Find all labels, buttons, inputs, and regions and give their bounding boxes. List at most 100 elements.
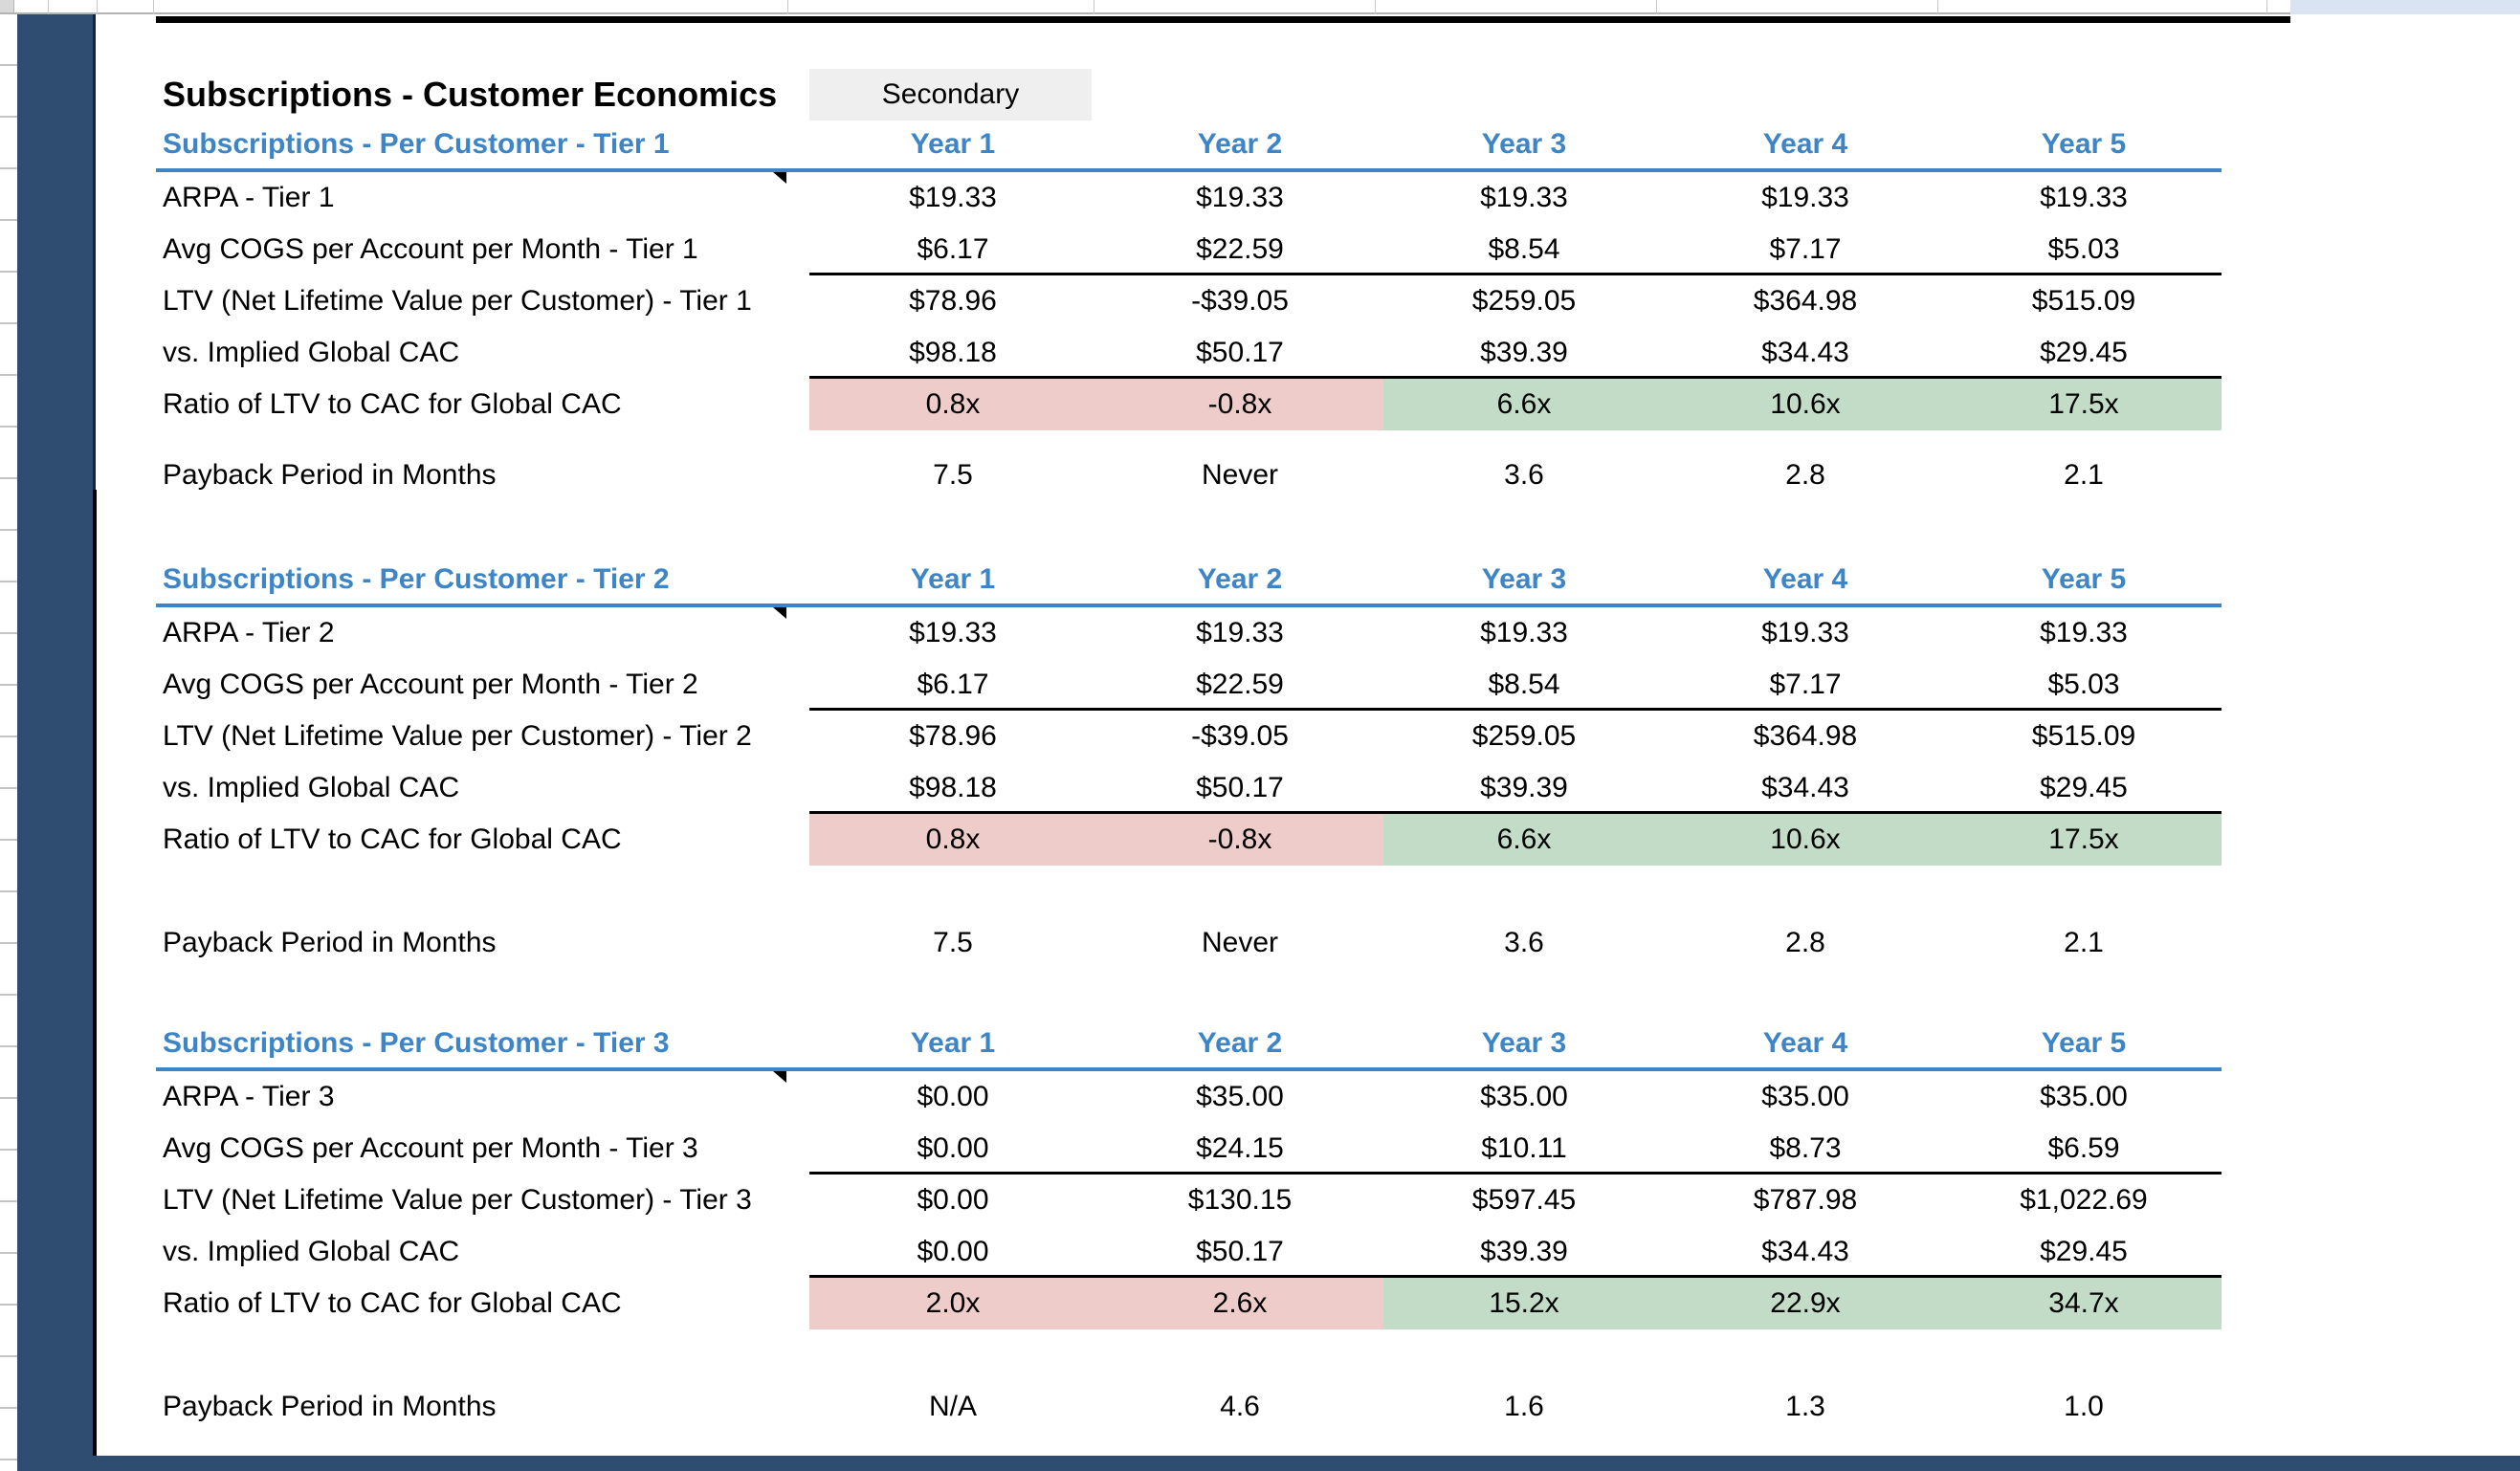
value-cell[interactable]: $22.59 bbox=[1096, 224, 1383, 275]
ratio-cell[interactable]: 17.5x bbox=[1946, 379, 2222, 430]
value-cell[interactable]: $7.17 bbox=[1665, 659, 1946, 711]
value-cell[interactable]: 1.0 bbox=[2064, 1391, 2104, 1422]
ratio-cell[interactable]: 15.2x bbox=[1383, 1278, 1665, 1329]
row-label[interactable]: LTV (Net Lifetime Value per Customer) - … bbox=[163, 1184, 752, 1216]
value-cell[interactable]: $22.59 bbox=[1096, 659, 1383, 711]
row-label[interactable]: Payback Period in Months bbox=[163, 927, 497, 958]
value-cell[interactable]: $8.73 bbox=[1665, 1123, 1946, 1175]
value-cell[interactable]: $29.45 bbox=[1946, 1226, 2222, 1278]
row-label[interactable]: ARPA - Tier 2 bbox=[163, 617, 335, 648]
year-header[interactable]: Year 2 bbox=[1197, 563, 1283, 595]
value-cell[interactable]: $19.33 bbox=[1761, 182, 1849, 213]
selected-column-header-cell[interactable] bbox=[2290, 0, 2520, 14]
value-cell[interactable]: $8.54 bbox=[1383, 224, 1665, 275]
value-cell[interactable]: $35.00 bbox=[1761, 1081, 1849, 1112]
value-cell[interactable]: $259.05 bbox=[1471, 285, 1577, 317]
year-header[interactable]: Year 5 bbox=[2041, 1027, 2127, 1059]
row-label[interactable]: Ratio of LTV to CAC for Global CAC bbox=[163, 388, 622, 420]
row-label[interactable]: Avg COGS per Account per Month - Tier 3 bbox=[163, 1132, 698, 1164]
ratio-cell[interactable]: 0.8x bbox=[809, 814, 1096, 866]
value-cell[interactable]: $8.54 bbox=[1383, 659, 1665, 711]
row-label[interactable]: Payback Period in Months bbox=[163, 459, 497, 491]
year-header[interactable]: Year 2 bbox=[1197, 128, 1283, 160]
value-cell[interactable]: 4.6 bbox=[1220, 1391, 1260, 1422]
value-cell[interactable]: $19.33 bbox=[2040, 617, 2128, 648]
value-cell[interactable]: 2.1 bbox=[2064, 459, 2104, 491]
ratio-cell[interactable]: 0.8x bbox=[809, 379, 1096, 430]
value-cell[interactable]: $50.17 bbox=[1096, 1226, 1383, 1278]
year-header[interactable]: Year 2 bbox=[1197, 1027, 1283, 1059]
row-label[interactable]: Payback Period in Months bbox=[163, 1391, 497, 1422]
row-label[interactable]: vs. Implied Global CAC bbox=[163, 337, 460, 368]
ratio-cell[interactable]: 2.0x bbox=[809, 1278, 1096, 1329]
value-cell[interactable]: $259.05 bbox=[1471, 720, 1577, 752]
value-cell[interactable]: $0.00 bbox=[809, 1226, 1096, 1278]
ratio-cell[interactable]: 6.6x bbox=[1383, 379, 1665, 430]
ratio-cell[interactable]: 22.9x bbox=[1665, 1278, 1946, 1329]
row-label[interactable]: Avg COGS per Account per Month - Tier 1 bbox=[163, 233, 698, 265]
year-header[interactable]: Year 4 bbox=[1762, 563, 1848, 595]
value-cell[interactable]: 3.6 bbox=[1504, 927, 1544, 958]
value-cell[interactable]: $98.18 bbox=[809, 327, 1096, 379]
value-cell[interactable]: $19.33 bbox=[1480, 617, 1568, 648]
row-label[interactable]: Ratio of LTV to CAC for Global CAC bbox=[163, 823, 622, 855]
value-cell[interactable]: $10.11 bbox=[1383, 1123, 1665, 1175]
value-cell[interactable]: $7.17 bbox=[1665, 224, 1946, 275]
ratio-cell[interactable]: 10.6x bbox=[1665, 814, 1946, 866]
row-label[interactable]: Ratio of LTV to CAC for Global CAC bbox=[163, 1287, 622, 1319]
year-header[interactable]: Year 3 bbox=[1481, 1027, 1567, 1059]
year-header[interactable]: Year 5 bbox=[2041, 563, 2127, 595]
year-header[interactable]: Year 4 bbox=[1762, 1027, 1848, 1059]
value-cell[interactable]: $24.15 bbox=[1096, 1123, 1383, 1175]
year-header[interactable]: Year 1 bbox=[910, 563, 996, 595]
value-cell[interactable]: $515.09 bbox=[2031, 285, 2136, 317]
row-label[interactable]: ARPA - Tier 3 bbox=[163, 1081, 335, 1112]
year-header[interactable]: Year 5 bbox=[2041, 128, 2127, 160]
row-label[interactable]: vs. Implied Global CAC bbox=[163, 772, 460, 803]
secondary-chip[interactable]: Secondary bbox=[809, 69, 1092, 121]
value-cell[interactable]: $130.15 bbox=[1187, 1184, 1293, 1216]
value-cell[interactable]: 2.8 bbox=[1785, 459, 1825, 491]
ratio-cell[interactable]: 34.7x bbox=[1946, 1278, 2222, 1329]
ratio-cell[interactable]: 17.5x bbox=[1946, 814, 2222, 866]
ratio-cell[interactable]: 6.6x bbox=[1383, 814, 1665, 866]
value-cell[interactable]: $19.33 bbox=[1480, 182, 1568, 213]
value-cell[interactable]: N/A bbox=[928, 1391, 977, 1422]
value-cell[interactable]: $6.17 bbox=[809, 224, 1096, 275]
value-cell[interactable]: $78.96 bbox=[909, 285, 997, 317]
value-cell[interactable]: $6.17 bbox=[809, 659, 1096, 711]
section-title[interactable]: Subscriptions - Per Customer - Tier 1 bbox=[163, 128, 670, 160]
value-cell[interactable]: $19.33 bbox=[1196, 617, 1284, 648]
value-cell[interactable]: $5.03 bbox=[1946, 224, 2222, 275]
value-cell[interactable]: $5.03 bbox=[1946, 659, 2222, 711]
row-label[interactable]: LTV (Net Lifetime Value per Customer) - … bbox=[163, 285, 752, 317]
value-cell[interactable]: $50.17 bbox=[1096, 327, 1383, 379]
value-cell[interactable]: 7.5 bbox=[933, 459, 973, 491]
value-cell[interactable]: $364.98 bbox=[1753, 285, 1858, 317]
section-title[interactable]: Subscriptions - Per Customer - Tier 3 bbox=[163, 1027, 670, 1059]
year-header[interactable]: Year 3 bbox=[1481, 128, 1567, 160]
row-label[interactable]: ARPA - Tier 1 bbox=[163, 182, 335, 213]
value-cell[interactable]: $19.33 bbox=[1196, 182, 1284, 213]
value-cell[interactable]: 1.6 bbox=[1504, 1391, 1544, 1422]
value-cell[interactable]: $19.33 bbox=[909, 617, 997, 648]
year-header[interactable]: Year 1 bbox=[910, 1027, 996, 1059]
value-cell[interactable]: $6.59 bbox=[1946, 1123, 2222, 1175]
value-cell[interactable]: $35.00 bbox=[1196, 1081, 1284, 1112]
value-cell[interactable]: $50.17 bbox=[1096, 762, 1383, 814]
value-cell[interactable]: $78.96 bbox=[909, 720, 997, 752]
value-cell[interactable]: Never bbox=[1201, 459, 1279, 491]
year-header[interactable]: Year 1 bbox=[910, 128, 996, 160]
value-cell[interactable]: $0.00 bbox=[917, 1081, 989, 1112]
value-cell[interactable]: $34.43 bbox=[1665, 762, 1946, 814]
value-cell[interactable]: $364.98 bbox=[1753, 720, 1858, 752]
value-cell[interactable]: -$39.05 bbox=[1191, 720, 1289, 752]
row-label[interactable]: LTV (Net Lifetime Value per Customer) - … bbox=[163, 720, 752, 752]
value-cell[interactable]: $34.43 bbox=[1665, 327, 1946, 379]
value-cell[interactable]: $35.00 bbox=[1480, 1081, 1568, 1112]
value-cell[interactable]: $787.98 bbox=[1753, 1184, 1858, 1216]
value-cell[interactable]: $19.33 bbox=[2040, 182, 2128, 213]
value-cell[interactable]: $19.33 bbox=[909, 182, 997, 213]
value-cell[interactable]: $39.39 bbox=[1383, 762, 1665, 814]
value-cell[interactable]: 1.3 bbox=[1785, 1391, 1825, 1422]
